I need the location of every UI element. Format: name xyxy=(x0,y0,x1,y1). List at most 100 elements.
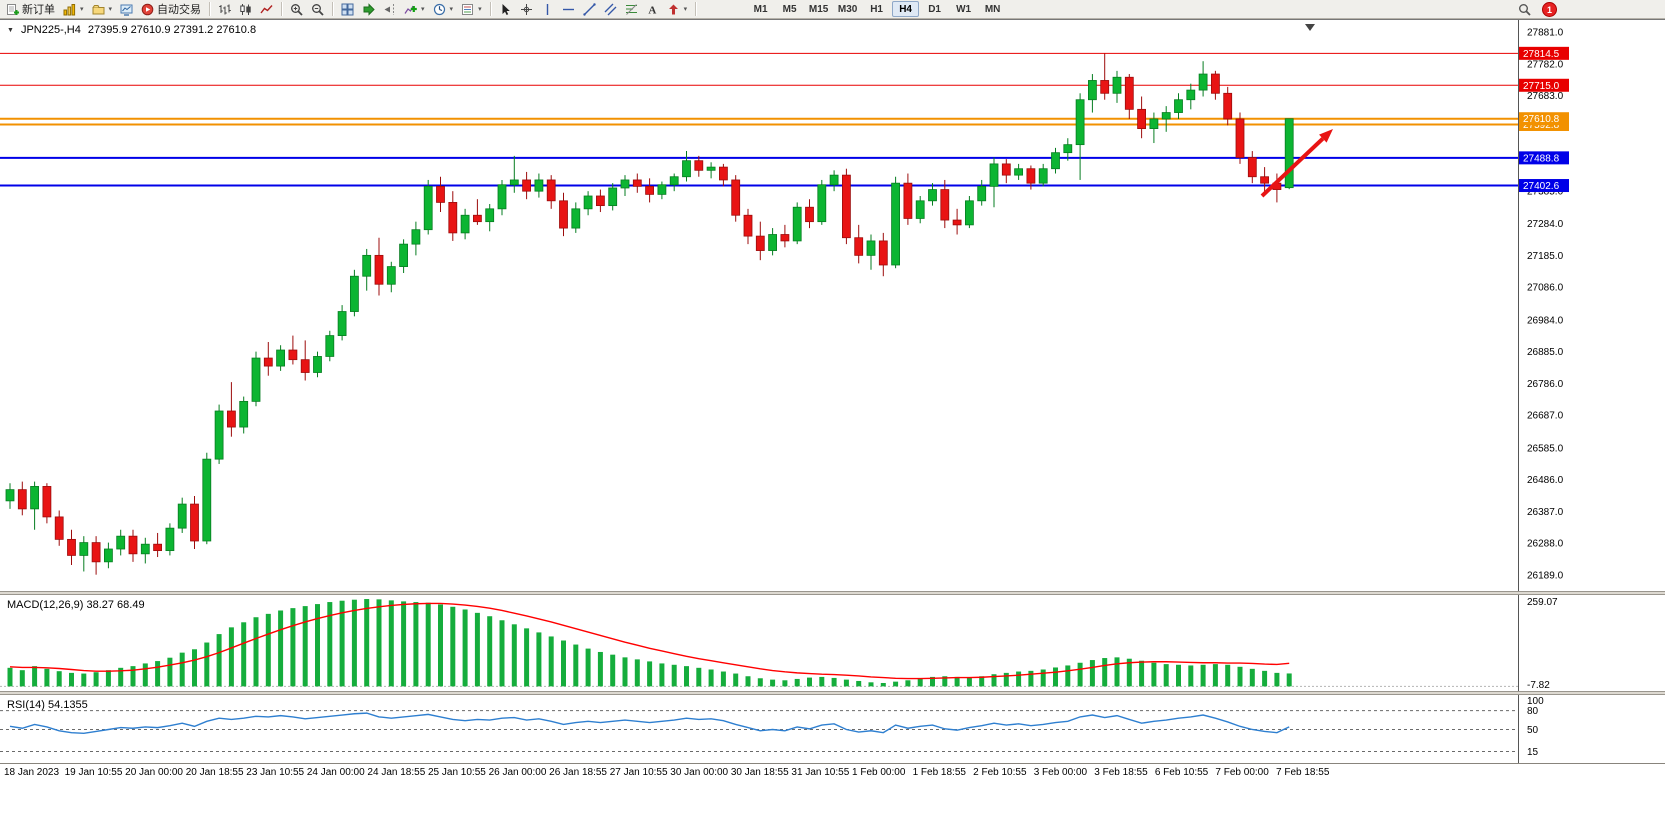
macd-histogram-bar xyxy=(1200,664,1206,687)
indicators-button[interactable]: ▾ xyxy=(400,1,429,18)
horizontal-line-tool-button[interactable] xyxy=(558,1,579,18)
macd-histogram-bar xyxy=(204,642,210,687)
rsi-line xyxy=(9,712,1290,734)
templates-button[interactable]: ▾ xyxy=(457,1,486,18)
rsi-axis-label: 100 xyxy=(1527,696,1544,707)
candle-body xyxy=(67,538,76,556)
price-chart-canvas[interactable]: 27881.0 27782.0 27683.0 27385.0 27284.0 27185… xyxy=(0,20,1665,592)
text-tool-button[interactable]: A xyxy=(642,1,663,18)
price-chart-panel[interactable]: ▼ JPN225-,H4 27395.9 27610.9 27391.2 276… xyxy=(0,19,1665,592)
candle-body xyxy=(768,234,777,251)
macd-histogram-bar xyxy=(1040,669,1046,687)
candle-body xyxy=(153,543,163,552)
macd-panel[interactable]: MACD(12,26,9) 38.27 68.49 259.07 -7.82 xyxy=(0,595,1665,691)
channel-tool-button[interactable] xyxy=(600,1,621,18)
candle-body xyxy=(583,195,593,210)
time-axis-label: 30 Jan 18:55 xyxy=(730,767,789,778)
vertical-line-tool-button[interactable] xyxy=(537,1,558,18)
macd-histogram-bar xyxy=(1003,672,1009,687)
candle-body xyxy=(965,200,974,226)
timeframe-button-MN[interactable]: MN xyxy=(979,1,1006,17)
macd-histogram-bar xyxy=(1126,658,1132,687)
rsi-panel[interactable]: RSI(14) 54.1355 100 80 50 15 xyxy=(0,695,1665,763)
macd-histogram-bar xyxy=(684,666,689,687)
candle-body xyxy=(337,311,347,336)
new-order-button[interactable]: 新订单 xyxy=(2,1,59,18)
terminal-button[interactable] xyxy=(116,1,137,18)
price-axis-label: 26387.0 xyxy=(1527,507,1564,518)
candle-body xyxy=(792,206,802,242)
candle-body xyxy=(1235,118,1245,158)
macd-histogram-bar xyxy=(807,677,812,687)
bar-chart-button[interactable] xyxy=(214,1,235,18)
trend-arrow-head[interactable] xyxy=(1319,129,1333,143)
new-chart-button[interactable]: ▾ xyxy=(59,1,88,18)
candle-body xyxy=(854,237,864,256)
timeframe-button-M1[interactable]: M1 xyxy=(747,1,774,17)
channel-icon xyxy=(604,3,617,16)
macd-histogram-bar xyxy=(1089,660,1095,687)
trendline-tool-button[interactable] xyxy=(579,1,600,18)
timeframe-button-M15[interactable]: M15 xyxy=(805,1,832,17)
cursor-tool-button[interactable] xyxy=(495,1,516,18)
candle-body xyxy=(632,179,642,187)
candle-body xyxy=(657,184,667,195)
macd-histogram-bar xyxy=(388,600,394,687)
chart-shift-button[interactable] xyxy=(379,1,400,18)
macd-histogram-bar xyxy=(7,667,13,687)
timeframe-button-D1[interactable]: D1 xyxy=(921,1,948,17)
chart-shift-marker-icon[interactable] xyxy=(1305,24,1315,31)
line-chart-icon xyxy=(260,3,273,16)
time-axis-label: 27 Jan 10:55 xyxy=(609,767,668,778)
panel-splitter[interactable] xyxy=(0,591,1665,595)
candle-body xyxy=(288,349,298,361)
chart-symbol-period: JPN225-,H4 xyxy=(20,24,81,36)
timeframe-button-W1[interactable]: W1 xyxy=(950,1,977,17)
notification-badge[interactable]: 1 xyxy=(1542,2,1557,17)
candle-body xyxy=(1112,76,1122,94)
templates-icon xyxy=(461,3,474,16)
price-tag xyxy=(1519,46,1569,60)
macd-histogram-bar xyxy=(499,620,505,687)
macd-histogram-bar xyxy=(413,602,419,687)
time-axis[interactable]: 18 Jan 2023 19 Jan 10:55 20 Jan 00:00 20 Ja… xyxy=(0,763,1665,781)
candle-body xyxy=(177,503,187,529)
macd-histogram-bar xyxy=(1139,660,1145,687)
arrows-tool-button[interactable]: ▾ xyxy=(663,1,692,18)
search-button[interactable] xyxy=(1514,1,1535,18)
zoom-out-button[interactable] xyxy=(307,1,328,18)
candle-body xyxy=(1186,89,1196,101)
line-chart-button[interactable] xyxy=(256,1,277,18)
candlestick-chart-button[interactable] xyxy=(235,1,256,18)
macd-histogram-bar xyxy=(56,671,62,687)
auto-scroll-button[interactable] xyxy=(358,1,379,18)
crosshair-tool-button[interactable] xyxy=(516,1,537,18)
panel-splitter[interactable] xyxy=(0,691,1665,695)
candle-body xyxy=(362,254,372,277)
macd-histogram-bar xyxy=(327,602,333,687)
candle-body xyxy=(104,548,113,563)
tile-windows-button[interactable] xyxy=(337,1,358,18)
trend-arrow[interactable] xyxy=(1260,137,1325,198)
candle-body xyxy=(300,359,310,373)
zoom-in-button[interactable] xyxy=(286,1,307,18)
candle-body xyxy=(1100,80,1110,94)
periods-button[interactable]: ▾ xyxy=(429,1,458,18)
fibonacci-tool-button[interactable] xyxy=(621,1,642,18)
macd-histogram-bar xyxy=(966,677,972,687)
macd-histogram-bar xyxy=(487,616,493,687)
timeframe-button-M5[interactable]: M5 xyxy=(776,1,803,17)
timeframe-button-M30[interactable]: M30 xyxy=(834,1,861,17)
time-axis-label: 20 Jan 18:55 xyxy=(185,767,244,778)
profiles-button[interactable]: ▾ xyxy=(88,1,117,18)
candle-body xyxy=(977,185,987,202)
candle-body xyxy=(780,234,790,242)
macd-histogram-bar xyxy=(868,682,874,687)
macd-histogram-bar xyxy=(425,602,431,687)
toolbar-separator xyxy=(209,2,211,16)
one-click-trading-toggle-icon[interactable]: ▼ xyxy=(7,26,14,34)
timeframe-button-H1[interactable]: H1 xyxy=(863,1,890,17)
timeframe-button-H4[interactable]: H4 xyxy=(892,1,920,17)
autotrade-button[interactable]: 自动交易 xyxy=(137,1,205,18)
